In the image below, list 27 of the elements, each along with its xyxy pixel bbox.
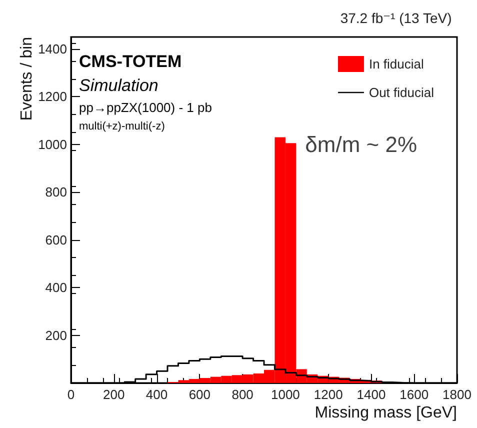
legend-label: In fiducial <box>368 56 424 72</box>
x-tick-label: 400 <box>146 387 168 402</box>
x-axis-title: Missing mass [GeV] <box>314 404 457 422</box>
x-tick-label: 1000 <box>270 387 300 402</box>
y-tick-label: 1000 <box>38 136 67 152</box>
x-tick-label: 1200 <box>314 387 343 402</box>
annotation: multi(+z)-multi(-z) <box>79 120 165 132</box>
y-axis-title: Events / bin <box>18 37 36 121</box>
x-tick-label: 0 <box>67 387 75 402</box>
chart-title: 37.2 fb⁻¹ (13 TeV) <box>340 10 452 26</box>
x-tick-label: 600 <box>188 387 211 402</box>
y-tick-label: 600 <box>45 232 67 248</box>
y-tick-label: 1200 <box>38 89 67 104</box>
x-tick-label: 1800 <box>442 387 472 402</box>
y-tick-label: 200 <box>45 328 67 343</box>
x-tick-label: 1400 <box>356 387 386 402</box>
x-tick-label: 1600 <box>400 387 429 402</box>
y-tick-label: 800 <box>45 184 67 200</box>
x-tick-label: 800 <box>232 387 254 402</box>
annotation: δm/m ~ 2% <box>305 132 418 157</box>
annotation: Simulation <box>79 76 158 95</box>
annotation: CMS-TOTEM <box>79 52 182 71</box>
y-tick-label: 1400 <box>38 41 67 56</box>
annotation: pp→ppZX(1000) - 1 pb <box>79 100 212 115</box>
y-tick-label: 400 <box>45 280 67 296</box>
legend-label: Out fiducial <box>368 85 434 100</box>
x-tick-label: 200 <box>103 387 125 402</box>
